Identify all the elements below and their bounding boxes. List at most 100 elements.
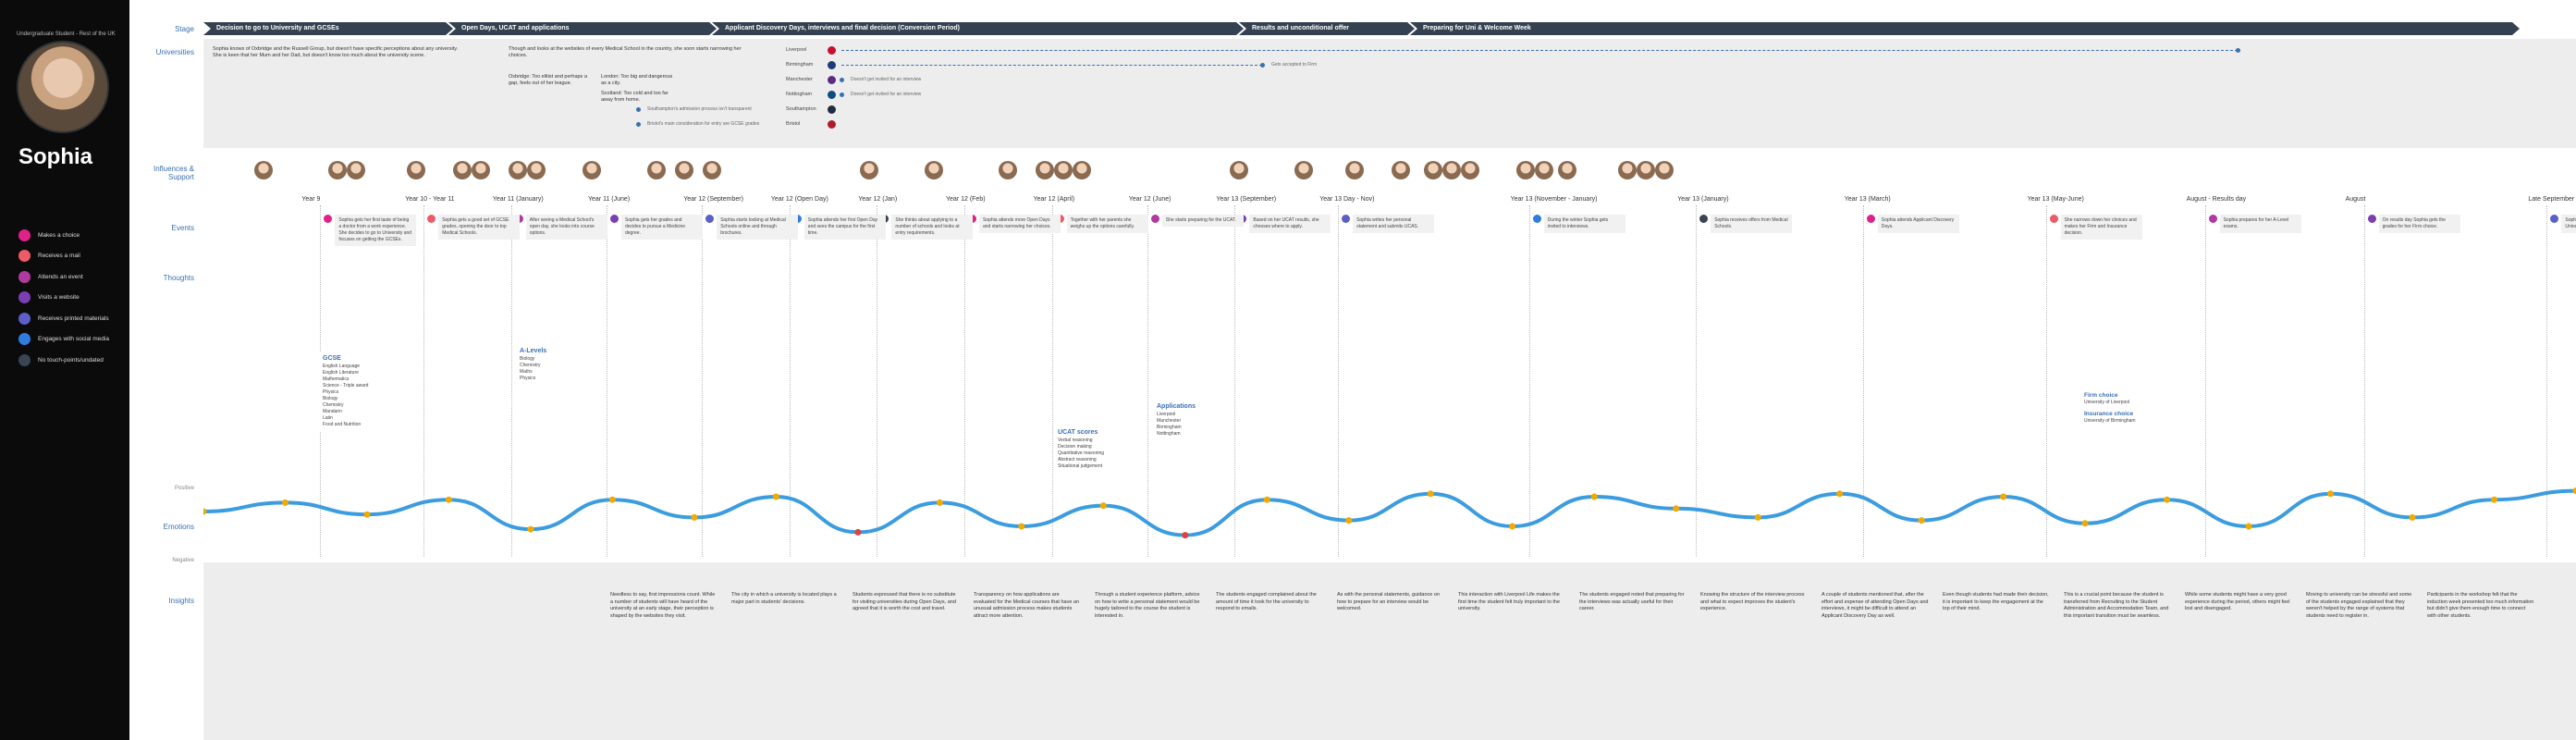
period-divider: [964, 205, 965, 557]
emotion-point: [1427, 490, 1434, 498]
period-divider: [2204, 205, 2206, 557]
university-end-note: Doesn't get invited for an interview: [851, 77, 922, 82]
support-person-avatar: [527, 161, 546, 179]
university-crest-icon: [828, 61, 836, 69]
insight-text: Moving to university can be stressful an…: [2306, 592, 2412, 620]
emotion-point: [2164, 496, 2171, 503]
legend-item: Receives a mail: [18, 246, 109, 267]
event-card: After seeing a Medical School's open day…: [525, 215, 607, 240]
period-label: Year 10 - Year 11: [405, 196, 455, 203]
university-end-marker: [636, 107, 641, 112]
support-person-avatar: [1230, 161, 1248, 179]
persona-name: Sophia: [18, 144, 93, 169]
uni-mid-note: Though and looks at the websites of ever…: [509, 46, 742, 59]
event-touchpoint-icon: [705, 215, 715, 223]
period-label: Year 12 (September): [683, 196, 743, 203]
legend-item: No touch-points/undated: [18, 350, 109, 371]
legend-dot-icon: [18, 291, 31, 304]
insurance-title: Insurance choice: [2084, 411, 2134, 418]
period-label: Year 13 (January): [1677, 196, 1729, 203]
period-label: Year 12 (Jan): [858, 196, 898, 203]
touchpoint-legend: Makes a choice Receives a mail Attends an …: [18, 225, 109, 371]
period-label: Year 13 (May-June): [2027, 196, 2084, 203]
list-item: Chemistry: [323, 401, 344, 408]
insight-text: Students expressed that there is no subs…: [853, 592, 956, 612]
emotion-point: [527, 525, 534, 533]
legend-dot-icon: [18, 333, 31, 346]
support-person-avatar: [1392, 161, 1410, 179]
list-item: Decision making: [1058, 443, 1092, 450]
emotion-point: [1345, 517, 1353, 524]
emotion-point: [936, 499, 943, 506]
row-label-positive: Positive: [174, 486, 194, 491]
period-label: Year 12 (June): [1128, 196, 1171, 203]
legend-dot-icon: [18, 250, 31, 263]
row-label-universities: Universities: [155, 48, 194, 56]
row-label-thoughts: Thoughts: [163, 274, 194, 282]
period-divider: [2045, 205, 2047, 557]
list-item: Situational judgement: [1058, 462, 1103, 469]
emotion-point: [2409, 513, 2416, 521]
uni-perception-oxbridge: Oxbridge: Too elitist and perhaps a gap,…: [509, 74, 587, 87]
emotion-point: [1263, 496, 1270, 503]
stage-band: Open Days, UCAT and applications: [448, 22, 717, 35]
support-person-avatar: [860, 161, 878, 179]
legend-label: Visits a website: [38, 294, 80, 302]
gcse-list: GCSE English Language English Literature M…: [319, 352, 391, 431]
stage-band: Results and unconditional offer: [1239, 22, 1415, 35]
list-item: Physics: [520, 375, 536, 381]
ucat-list: UCAT scores Verbal reasoning Decision mak…: [1054, 426, 1137, 473]
support-person-avatar: [1558, 161, 1576, 179]
support-person-avatar: [347, 161, 365, 179]
emotion-point: [1590, 493, 1598, 500]
universities-band: Sophia knows of Oxbridge and the Russell…: [203, 39, 2576, 148]
period-label: August: [2345, 196, 2366, 203]
period-label: Year 12 (Feb): [946, 196, 986, 203]
support-person-avatar: [1424, 161, 1442, 179]
event-card: Sophia attends her first Open Day and se…: [803, 215, 886, 240]
university-crest-icon: [828, 76, 836, 84]
gcse-subjects: English Language English Literature Mathem…: [323, 364, 387, 428]
insurance-value: University of Birmingham: [2084, 418, 2136, 425]
university-crest-icon: [828, 120, 836, 129]
event-card: Together with her parents she weighs up …: [1066, 215, 1148, 233]
period-divider: [1147, 205, 1148, 557]
emotion-point: [2000, 493, 2007, 500]
emotion-point: [203, 508, 207, 515]
event-card: Sophia receives offers from Medical Scho…: [1711, 215, 1793, 233]
insight-text: Participants in the workshop felt that t…: [2427, 592, 2534, 620]
legend-dot-icon: [18, 353, 31, 366]
emotion-curve: [203, 487, 2576, 539]
list-item: English Literature: [323, 369, 359, 376]
event-card: Sophia gets a good set of GCSE grades, o…: [438, 215, 521, 240]
period-divider: [1696, 205, 1698, 557]
insight-text: While some students might have a very go…: [2185, 592, 2290, 612]
event-touchpoint-icon: [1532, 215, 1541, 223]
support-person-avatar: [1294, 161, 1313, 179]
row-label-negative: Negative: [172, 558, 194, 563]
support-person-avatar: [254, 161, 273, 179]
list-item: Birmingham: [1157, 424, 1182, 430]
university-end-marker: [2236, 48, 2240, 53]
emotion-point: [691, 513, 698, 521]
insight-text: Even though students had made their deci…: [1943, 592, 2049, 612]
event-touchpoint-icon: [324, 215, 333, 223]
university-end-marker: [840, 92, 844, 97]
emotion-point: [363, 511, 371, 518]
legend-item: Visits a website: [18, 288, 109, 309]
event-card: Based on her UCAT results, she chooses w…: [1249, 215, 1331, 233]
insight-text: The city in which a university is locate…: [731, 592, 837, 605]
list-item: Liverpool: [1157, 411, 1176, 417]
period-label: Year 12 (Open Day): [770, 196, 828, 203]
support-person-avatar: [1345, 161, 1364, 179]
emotion-point: [2491, 496, 2498, 503]
period-divider: [423, 205, 425, 557]
insight-text: The students engaged noted that preparin…: [1579, 592, 1685, 612]
support-person-avatar: [703, 161, 721, 179]
legend-item: Receives printed materials: [18, 308, 109, 329]
stage-band: Decision to go to University and GCSEs: [203, 22, 453, 35]
emotion-point: [1754, 513, 1761, 521]
university-end-marker: [636, 122, 641, 127]
period-label: Year 11 (January): [492, 196, 544, 203]
period-divider: [789, 205, 791, 557]
